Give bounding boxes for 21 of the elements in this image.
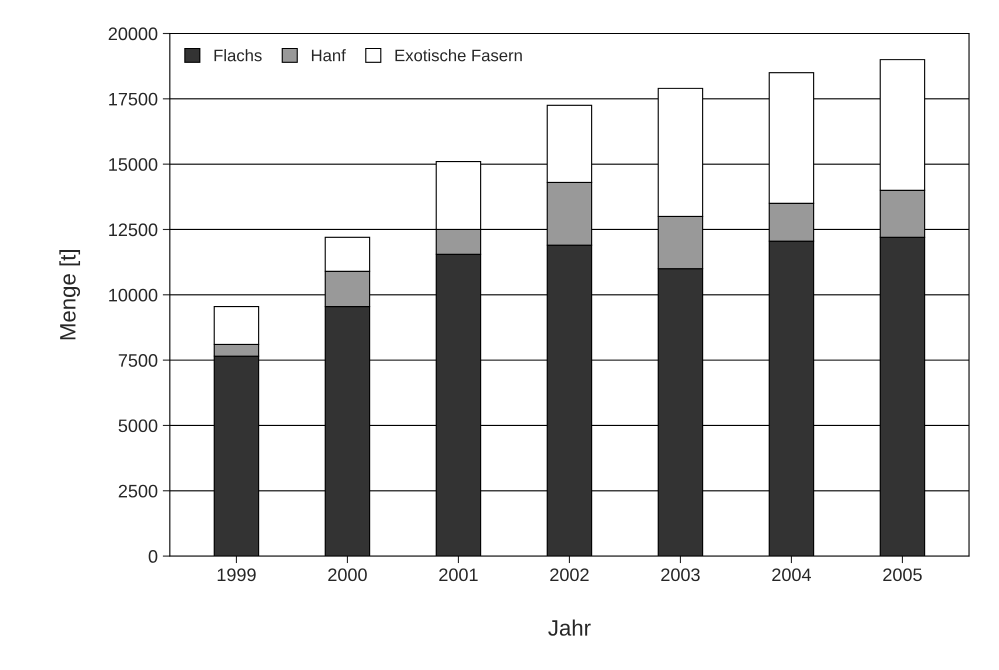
y-tick-label: 15000 [109,158,158,171]
x-tick-label: 2005 [883,568,922,582]
y-tick-label: 2500 [118,484,158,498]
legend-label: Flachs [214,49,262,62]
x-tick-label: 2000 [328,568,367,582]
x-axis-title: Jahr [548,619,591,636]
x-tick-label: 2004 [772,568,811,582]
legend-label: Hanf [312,49,346,62]
x-tick-label: 2002 [550,568,589,582]
y-tick-label: 20000 [108,27,158,40]
y-tick-label: 10000 [109,288,158,302]
x-tick-label: 2001 [439,568,478,582]
x-tick-label: 1999 [218,568,256,582]
y-tick-label: 0 [148,550,158,563]
y-tick-label: 12500 [109,223,158,236]
y-tick-label: 17500 [109,92,158,106]
legend-label: Exotische Fasern [395,49,522,62]
y-tick-label: 5000 [118,419,158,432]
y-tick-label: 7500 [118,354,158,367]
y-axis-title: Menge [t] [59,250,80,340]
x-tick-label: 2003 [661,568,700,582]
